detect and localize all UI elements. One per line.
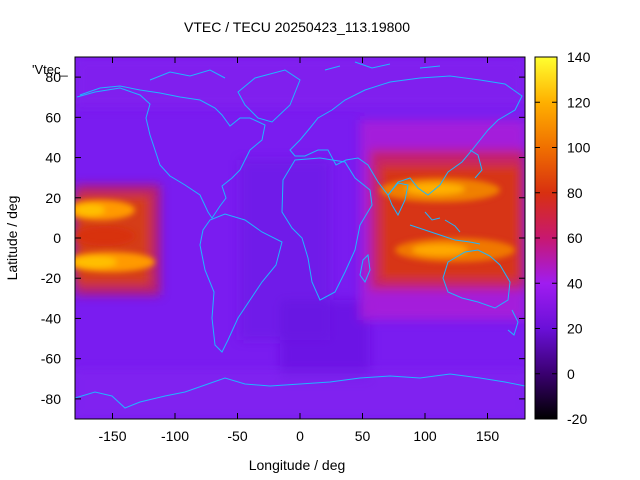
- y-axis-label: Latitude / deg: [4, 196, 20, 281]
- coast-africa: [281, 157, 373, 301]
- coast-australia: [442, 249, 511, 309]
- coast-north-america: [76, 85, 266, 219]
- colorbar-tick-label: 0: [567, 366, 575, 382]
- colorbar-tick-label: 20: [567, 321, 583, 337]
- y-tick-label: -40: [41, 310, 61, 326]
- colorbar-tick-label: 80: [567, 185, 583, 201]
- map-plot-area: [75, 57, 525, 419]
- coast-indonesia: [409, 211, 481, 245]
- y-axis: -80 -60 -40 -20 0 20 40 60 80: [41, 69, 525, 407]
- x-tick-label: -150: [98, 428, 126, 444]
- coast-india: [387, 182, 409, 217]
- x-tick-label: 100: [413, 428, 437, 444]
- chart-title: VTEC / TECU 20250423_113.19800: [184, 19, 410, 35]
- coast-greenland: [237, 69, 301, 123]
- x-axis: -150 -100 -50 0 50 100 150: [98, 57, 499, 444]
- x-tick-label: 150: [476, 428, 500, 444]
- x-tick-label: 50: [355, 428, 371, 444]
- y-tick-label: -80: [41, 391, 61, 407]
- y-tick-label: -60: [41, 351, 61, 367]
- coast-new-zealand: [507, 309, 519, 336]
- coast-madagascar: [359, 253, 371, 284]
- y-tick-label: 60: [45, 109, 61, 125]
- x-tick-label: 0: [296, 428, 304, 444]
- coast-arctic-islands: [149, 61, 441, 81]
- y-tick-label: 0: [53, 230, 61, 246]
- x-tick-label: -50: [227, 428, 247, 444]
- coastlines: [75, 61, 525, 409]
- legend-label: 'Vtec_: [32, 62, 68, 77]
- y-tick-label: 80: [45, 69, 61, 85]
- coast-south-america: [199, 213, 283, 353]
- y-tick-label: 20: [45, 190, 61, 206]
- y-tick-label: 40: [45, 150, 61, 166]
- colorbar-tick-label: -20: [567, 411, 587, 427]
- colorbar-tick-label: 40: [567, 275, 583, 291]
- colorbar-tick-label: 140: [567, 49, 591, 65]
- heatmap-crests: [75, 178, 515, 272]
- x-axis-label: Longitude / deg: [249, 457, 346, 473]
- y-tick-label: -20: [41, 270, 61, 286]
- colorbar-tick-label: 60: [567, 230, 583, 246]
- colorbar-tick-label: 100: [567, 140, 591, 156]
- coast-antarctica: [75, 373, 525, 409]
- colorbar-tick-label: 120: [567, 94, 591, 110]
- x-tick-label: -100: [161, 428, 189, 444]
- coast-japan: [469, 149, 483, 179]
- colorbar-axis: -20 0 20 40 60 80 100 120 140: [535, 49, 591, 427]
